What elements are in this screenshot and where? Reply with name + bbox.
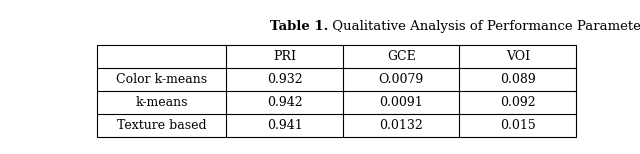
Text: O.0079: O.0079 (378, 73, 424, 86)
Text: 0.089: 0.089 (500, 73, 536, 86)
Text: 0.942: 0.942 (267, 96, 303, 109)
Text: 0.092: 0.092 (500, 96, 536, 109)
Text: k-means: k-means (136, 96, 188, 109)
Text: GCE: GCE (387, 50, 415, 63)
Text: Qualitative Analysis of Performance Parameters: Qualitative Analysis of Performance Para… (328, 20, 640, 33)
Text: Texture based: Texture based (117, 119, 207, 132)
Text: 0.0091: 0.0091 (380, 96, 423, 109)
Text: 0.015: 0.015 (500, 119, 536, 132)
Text: Color k-means: Color k-means (116, 73, 207, 86)
Text: 0.941: 0.941 (267, 119, 303, 132)
Text: PRI: PRI (273, 50, 296, 63)
Text: 0.932: 0.932 (267, 73, 303, 86)
Text: 0.0132: 0.0132 (380, 119, 423, 132)
Text: Table 1.: Table 1. (269, 20, 328, 33)
Text: VOI: VOI (506, 50, 530, 63)
